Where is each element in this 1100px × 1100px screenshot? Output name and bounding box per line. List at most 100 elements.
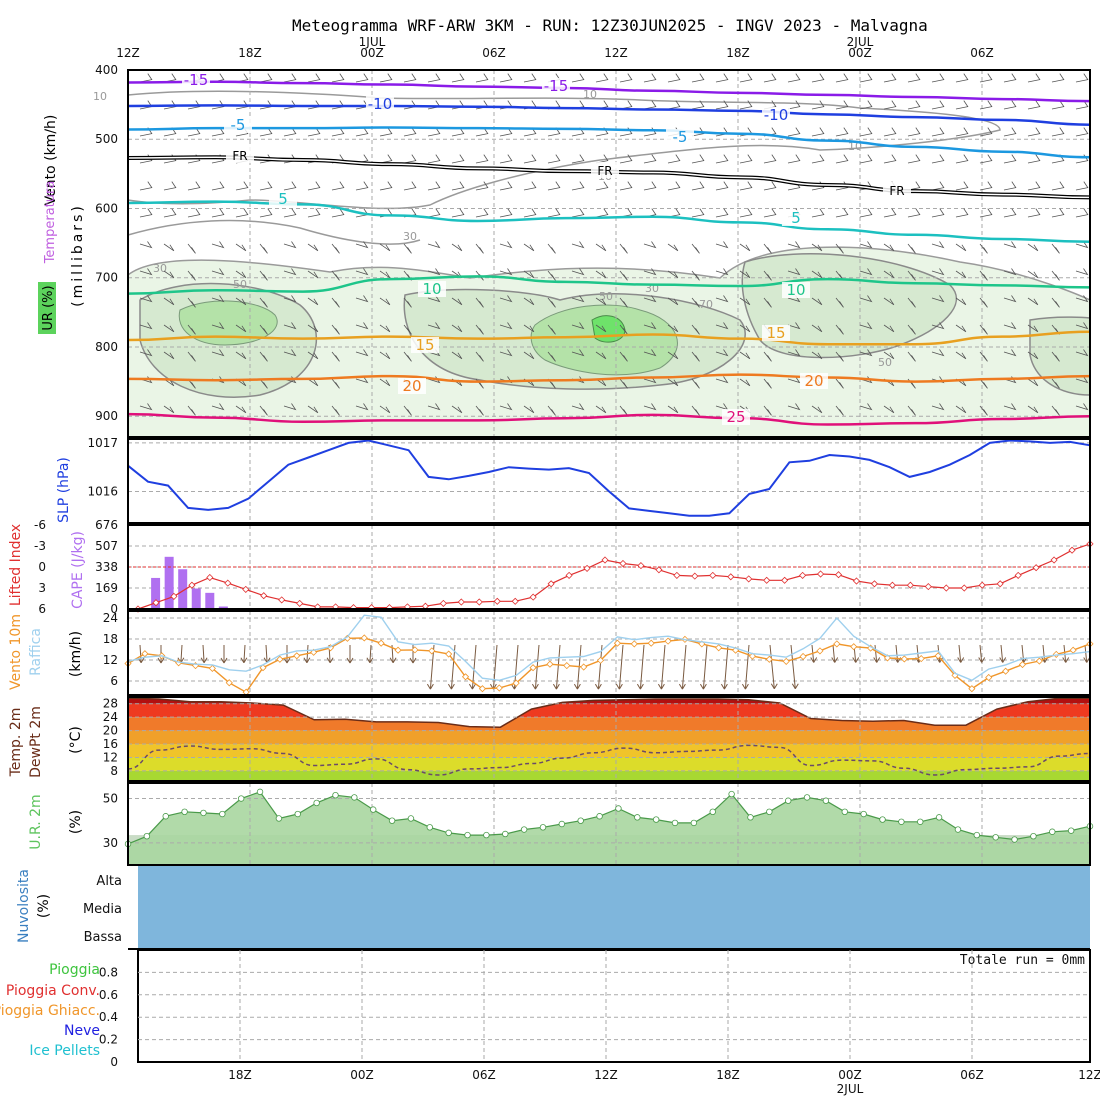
y-tick-label: 28 — [103, 697, 118, 711]
wind-barb — [331, 297, 340, 308]
y-tick-label: 30 — [103, 836, 118, 850]
wind-barb — [979, 324, 988, 335]
wind-barb — [475, 208, 489, 218]
wind-barb — [667, 243, 679, 252]
wind-arrow-head — [594, 683, 602, 690]
label-dewpt2m: DewPt 2m — [28, 706, 44, 778]
wind-arrow-head — [326, 657, 334, 664]
y-tick-label: 6 — [38, 602, 46, 616]
lifted-index-marker — [583, 564, 591, 572]
wind-barb — [211, 100, 225, 110]
wind-barb — [763, 297, 772, 308]
wind-barb — [859, 322, 873, 330]
wind-arrow-head — [657, 683, 665, 690]
label-temperatura: Temperatura — [43, 181, 58, 265]
rh-marker — [237, 795, 245, 802]
bottom-tick-label: 12Z — [594, 1068, 618, 1082]
wind-arrow — [832, 644, 836, 663]
wind-barb — [307, 73, 321, 83]
wind-barb — [427, 322, 441, 330]
y-tick-label: 3 — [38, 581, 46, 595]
lifted-index-marker — [1050, 556, 1058, 564]
wind-barb — [355, 73, 369, 83]
bottom-time-axis: 18Z 00Z 06Z 12Z 18Z 00Z 06Z 12Z 2JUL — [228, 1068, 1100, 1096]
wind-barb — [1003, 295, 1017, 303]
wind-barb — [883, 208, 897, 218]
y-tick-label: 0 — [110, 602, 118, 616]
wind-arrow-head — [720, 683, 728, 690]
wind-barb — [811, 100, 825, 110]
wind-barb — [619, 154, 633, 164]
isotherm-label-bg — [269, 191, 297, 207]
wind-barb — [619, 351, 628, 362]
wind-barb — [595, 297, 607, 306]
wind-barb — [211, 181, 225, 191]
bottom-tick-label: 06Z — [472, 1068, 496, 1082]
wind-barb — [427, 268, 441, 276]
wind-barb — [1051, 351, 1060, 362]
isotherm-label-bg — [782, 210, 810, 226]
rh-marker — [822, 797, 830, 804]
wind-barb — [643, 403, 657, 411]
wind-barb — [1027, 100, 1041, 110]
wind-marker — [377, 639, 385, 647]
wind-barb — [499, 322, 513, 330]
wind-barb — [403, 127, 417, 137]
wind-barb — [931, 73, 945, 83]
rh-marker — [879, 816, 886, 823]
wind-barb — [643, 100, 657, 110]
wind-barb — [283, 322, 297, 330]
wind-barb — [691, 100, 705, 110]
isotherm-label: -10 — [368, 95, 393, 113]
rh-marker — [181, 808, 188, 816]
top-tick-label: 06Z — [482, 46, 506, 60]
wind-barb — [307, 127, 321, 137]
wind-barb — [955, 73, 969, 83]
wind-barb — [835, 243, 844, 254]
rh-marker — [728, 790, 735, 798]
wind-barb — [691, 324, 700, 335]
wind-marker — [883, 654, 892, 662]
wind-marker — [596, 656, 605, 664]
wind-barb — [403, 324, 412, 335]
isotherm-label: 5 — [278, 190, 288, 208]
wind-barb — [379, 73, 393, 83]
wind-barb — [931, 403, 945, 411]
wind-barb — [619, 181, 633, 191]
label-pioggia: Pioggia — [49, 962, 100, 978]
wind-barb — [595, 270, 607, 279]
wind-barb — [331, 181, 345, 191]
lifted-index-marker — [888, 581, 896, 589]
wind-barb — [259, 351, 268, 362]
lifted-index-marker — [763, 576, 771, 584]
temp-band — [128, 698, 1090, 704]
isotherm-label-bg — [883, 182, 911, 198]
wind-barb — [571, 349, 585, 357]
wind-barb — [139, 322, 153, 330]
lifted-index-marker — [924, 583, 932, 591]
precipitation-panel: Totale run = 0mm 0 0.2 0.4 0.6 0.8 — [99, 949, 1091, 1069]
wind-barb — [667, 73, 681, 83]
wind-marker — [310, 648, 318, 656]
wind-barb — [259, 405, 268, 416]
wind-arrow — [492, 644, 498, 690]
wind-barb — [451, 324, 463, 333]
rh-marker — [539, 824, 547, 831]
wind-marker — [445, 650, 453, 658]
wind-barb — [595, 378, 607, 387]
y-tick-label: 0.8 — [99, 965, 118, 979]
wind-barb — [1051, 324, 1060, 335]
isotherm-label-bg — [762, 107, 790, 123]
wind-barb — [211, 241, 225, 249]
wind-arrow-head — [552, 683, 560, 690]
temp-band — [128, 717, 1090, 731]
rh-marker — [313, 799, 320, 807]
wind-barb — [907, 154, 921, 164]
wind-barb — [619, 297, 628, 308]
wind-barb — [571, 403, 585, 411]
wind-barb — [1051, 73, 1065, 83]
wind-barb — [427, 73, 441, 83]
wind-barb — [475, 351, 484, 362]
wind-barb — [451, 154, 465, 164]
wind-barb — [595, 405, 607, 414]
